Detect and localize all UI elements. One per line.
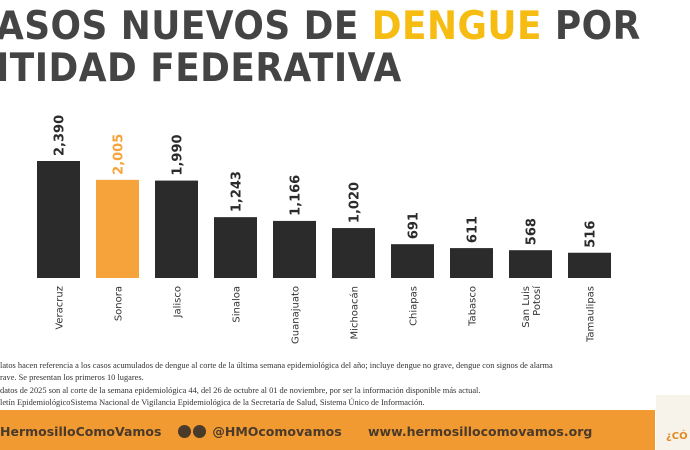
- side-card: ¿CÓ: [656, 395, 690, 450]
- value-label: 611: [466, 216, 481, 243]
- bar: [96, 179, 139, 278]
- bar: [332, 228, 375, 278]
- category-label: Guanajuato: [291, 286, 302, 344]
- category-label: Sonora: [114, 286, 125, 321]
- value-label: 1,243: [230, 171, 245, 212]
- value-label: 2,390: [53, 115, 68, 156]
- title-line2: ITIDAD FEDERATIVA: [0, 46, 402, 91]
- value-label: 1,990: [171, 134, 186, 175]
- note-line: letín EpidemiológicoSistema Nacional de …: [0, 398, 425, 408]
- note-line: latos hacen referencia a los casos acumu…: [0, 361, 553, 370]
- category-label: Michoacán: [349, 286, 361, 339]
- title-text-end: POR: [541, 4, 641, 49]
- social-handle[interactable]: @HMOcomovamos: [212, 424, 342, 439]
- note-line: rave. Se presentan los primeros 10 lugar…: [0, 373, 144, 383]
- category-label: Sinaloa: [232, 286, 243, 323]
- category-label: Potosí: [531, 285, 543, 316]
- bar: [568, 252, 611, 278]
- bar: [155, 180, 198, 278]
- footnotes: latos hacen referencia a los casos acumu…: [0, 360, 553, 410]
- bar: [450, 248, 493, 278]
- title-highlight: DENGUE: [371, 4, 542, 49]
- twitter-icon: [193, 425, 206, 438]
- value-label: 516: [584, 221, 599, 248]
- category-label: Veracruz: [55, 286, 66, 330]
- bar: [509, 250, 552, 278]
- chart-title: ASOS NUEVOS DE DENGUE POR ITIDAD FEDERAT…: [0, 6, 641, 90]
- tiktok-icon: [178, 425, 191, 438]
- value-label: 1,020: [348, 182, 363, 223]
- note-line: datos de 2025 son al corte de la semana …: [0, 385, 481, 395]
- category-label: Chiapas: [409, 286, 420, 326]
- category-label: Tamaulipas: [586, 286, 597, 343]
- bar: [214, 217, 257, 278]
- side-card-text: ¿CÓ: [666, 431, 688, 442]
- category-label: Jalisco: [173, 286, 184, 318]
- bar: [273, 220, 316, 278]
- bar: [391, 244, 434, 278]
- facebook-handle[interactable]: HermosilloComoVamos: [0, 424, 162, 439]
- value-label: 691: [407, 212, 422, 239]
- bar-chart: 2,390 Veracruz 2,005 Sonora 1,990 Jalisco 1,24…: [37, 115, 611, 344]
- title-text: ASOS NUEVOS DE: [0, 4, 372, 49]
- website-link[interactable]: www.hermosillocomovamos.org: [368, 424, 593, 439]
- category-label: Tabasco: [468, 286, 479, 327]
- value-label: 1,166: [289, 175, 304, 216]
- bar: [37, 161, 80, 278]
- value-label: 2,005: [112, 134, 127, 175]
- footer-bar: HermosilloComoVamos @HMOcomovamos www.he…: [0, 410, 655, 450]
- value-label: 568: [525, 218, 540, 245]
- category-label: San Luis: [521, 286, 532, 328]
